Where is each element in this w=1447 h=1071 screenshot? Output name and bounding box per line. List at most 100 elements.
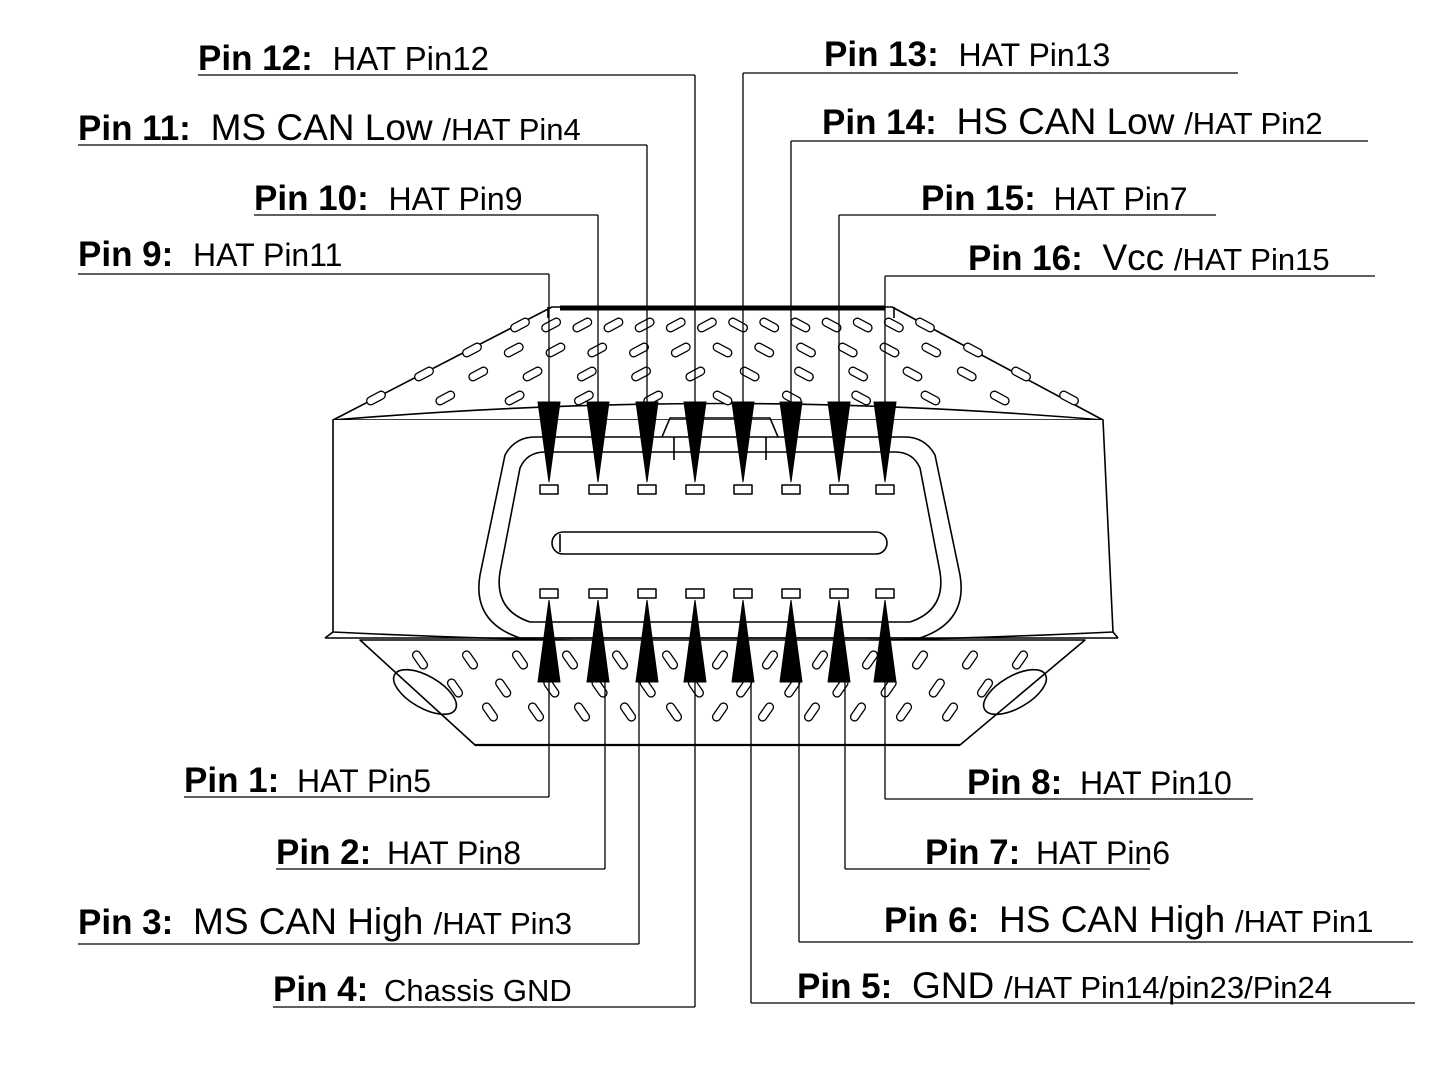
pin-15-number: Pin 15: — [921, 179, 1036, 218]
texture-slot — [481, 702, 499, 722]
texture-slot — [545, 342, 566, 358]
texture-slot — [504, 390, 525, 406]
pin-7-number: Pin 7: — [925, 833, 1020, 872]
texture-slot — [629, 342, 649, 358]
pin-10-number: Pin 10: — [254, 179, 369, 218]
pin-2-hat: HAT Pin8 — [387, 835, 521, 871]
pin-15-label: Pin 15: HAT Pin7 — [921, 179, 1187, 218]
pin-12-hole — [685, 484, 705, 495]
texture-slot — [603, 317, 624, 333]
texture-slot — [619, 702, 637, 722]
texture-slot — [576, 366, 597, 382]
texture-slot — [696, 317, 717, 333]
texture-slot — [510, 317, 530, 333]
texture-slot — [587, 342, 608, 358]
texture-slot — [631, 366, 652, 382]
texture-slot — [711, 650, 729, 670]
texture-slot — [759, 317, 780, 333]
texture-slot — [915, 317, 935, 333]
texture-slot — [793, 366, 814, 382]
pin-4-arrow — [683, 599, 707, 683]
texture-slot — [462, 342, 482, 358]
pin-1-hole — [539, 588, 559, 599]
texture-slot — [711, 702, 729, 722]
pin-6-signal: HS CAN High — [999, 899, 1225, 940]
pin-11-number: Pin 11: — [78, 109, 191, 148]
pin-8-hat: HAT Pin10 — [1080, 765, 1232, 801]
pin-1-arrow — [537, 599, 561, 683]
pin-4-label: Pin 4: Chassis GND — [273, 970, 572, 1009]
texture-slot — [754, 342, 775, 358]
pin-14-hat: /HAT Pin2 — [1184, 106, 1322, 141]
texture-slot — [366, 390, 386, 406]
pin-14-signal: HS CAN Low — [957, 101, 1175, 142]
texture-slot — [561, 650, 579, 670]
pin-5-signal: GND — [912, 965, 994, 1006]
pin-10-hole — [588, 484, 608, 495]
texture-slot — [572, 317, 593, 333]
pin-12-hat: HAT Pin12 — [333, 40, 490, 77]
pin-16-hole — [875, 484, 895, 495]
texture-slot — [611, 650, 629, 670]
pin-4-number: Pin 4: — [273, 970, 368, 1009]
pin-6-hole — [781, 588, 801, 599]
texture-slot — [861, 650, 879, 670]
pin-4-hat: Chassis GND — [384, 973, 572, 1008]
pin-14-arrow — [779, 401, 803, 483]
pin-14-number: Pin 14: — [822, 103, 937, 142]
pin-16-arrow — [873, 401, 897, 483]
pin-9-hat: HAT Pin11 — [193, 237, 342, 273]
pin-3-hole — [637, 588, 657, 599]
pin-11-label: Pin 11: MS CAN Low /HAT Pin4 — [78, 107, 581, 148]
texture-slot — [414, 366, 434, 382]
pin-5-label: Pin 5: GND /HAT Pin14/pin23/Pin24 — [797, 965, 1332, 1006]
pin-5-hole — [733, 588, 753, 599]
pin-15-hat: HAT Pin7 — [1054, 181, 1188, 217]
texture-slot — [670, 342, 691, 358]
pin-4-hole — [685, 588, 705, 599]
texture-slot — [851, 390, 872, 406]
pin-7-hole — [829, 588, 849, 599]
pin-14-hole — [781, 484, 801, 495]
pin-3-signal: MS CAN High — [193, 901, 434, 942]
texture-slot — [911, 650, 929, 670]
texture-slot — [461, 650, 479, 670]
pin-13-label: Pin 13: HAT Pin13 — [824, 35, 1110, 74]
pin-5-arrow — [731, 599, 755, 683]
pin-6-hat: /HAT Pin1 — [1235, 904, 1373, 939]
pin-7-hat: HAT Pin6 — [1036, 835, 1170, 871]
pin-5-number: Pin 5: — [797, 967, 892, 1006]
pin-6-number: Pin 6: — [884, 901, 979, 940]
texture-slot — [573, 702, 591, 722]
texture-slot — [665, 317, 686, 333]
pin-1-hat: HAT Pin5 — [297, 763, 431, 799]
texture-slot — [446, 678, 464, 698]
pin-16-signal: Vcc — [1103, 237, 1165, 278]
pin-3-arrow — [635, 599, 659, 683]
pin-2-number: Pin 2: — [276, 833, 371, 872]
pin-7-arrow — [827, 599, 851, 683]
pin-12-label: Pin 12: HAT Pin12 — [198, 39, 489, 78]
texture-slot — [712, 342, 733, 358]
texture-slot — [435, 390, 456, 406]
texture-slot — [511, 650, 529, 670]
pin-11-hole — [637, 484, 657, 495]
texture-slot — [495, 678, 512, 698]
texture-slot — [522, 366, 543, 382]
texture-slot — [712, 390, 733, 406]
pin-12-number: Pin 12: — [198, 39, 313, 78]
texture-slot — [796, 342, 816, 358]
pin-16-number: Pin 16: — [968, 239, 1083, 278]
texture-slot — [411, 650, 429, 670]
pin-1-label: Pin 1: HAT Pin5 — [184, 761, 431, 800]
pin-9-arrow — [537, 401, 561, 483]
obd2-connector-body — [324, 305, 1119, 747]
texture-slot — [661, 650, 679, 670]
pin-11-signal: MS CAN Low — [211, 107, 433, 148]
pin-6-label: Pin 6: HS CAN High /HAT Pin1 — [884, 899, 1373, 940]
texture-slot — [468, 366, 489, 382]
texture-slot — [757, 702, 775, 722]
texture-slot — [963, 342, 983, 358]
pin-5-hat: /HAT Pin14/pin23/Pin24 — [1004, 970, 1332, 1005]
texture-slot — [902, 366, 923, 382]
